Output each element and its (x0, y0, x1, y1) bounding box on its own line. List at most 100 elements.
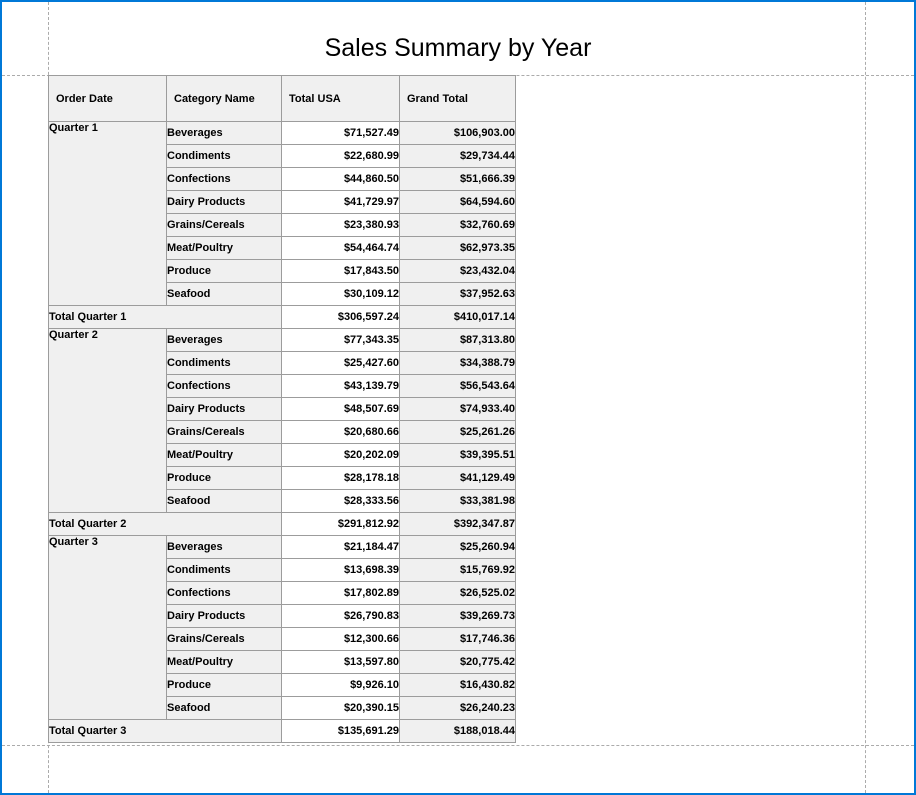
category-cell: Produce (166, 466, 282, 490)
category-cell: Confections (166, 167, 282, 191)
group-total-row: Total Quarter 1 $306,597.24 $410,017.14 (48, 305, 516, 329)
group-cell: Quarter 1 (48, 121, 167, 306)
detail-row: Grains/Cereals $20,680.66 $25,261.26 (49, 420, 516, 444)
grand-total-cell: $106,903.00 (399, 121, 516, 145)
detail-row: Confections $43,139.79 $56,543.64 (49, 374, 516, 398)
total-usa-cell: $48,507.69 (281, 397, 400, 421)
detail-row: Condiments $25,427.60 $34,388.79 (49, 351, 516, 375)
detail-row: Seafood $28,333.56 $33,381.98 (49, 489, 516, 513)
category-cell: Produce (166, 259, 282, 283)
grand-total-cell: $15,769.92 (399, 558, 516, 582)
detail-row: Quarter 3 Beverages $21,184.47 $25,260.94 (48, 535, 516, 720)
grand-total-cell: $25,261.26 (399, 420, 516, 444)
total-usa-cell: $26,790.83 (281, 604, 400, 628)
category-cell: Seafood (166, 282, 282, 306)
category-cell: Beverages (166, 535, 282, 559)
total-usa-cell: $43,139.79 (281, 374, 400, 398)
group-cell: Quarter 2 (48, 328, 167, 513)
total-usa-cell: $13,698.39 (281, 558, 400, 582)
category-cell: Beverages (166, 121, 282, 145)
total-usa-cell: $21,184.47 (281, 535, 400, 559)
grand-total-cell: $26,240.23 (399, 696, 516, 720)
detail-row: Confections $44,860.50 $51,666.39 (49, 167, 516, 191)
group-grand-total-cell: $410,017.14 (399, 305, 516, 329)
total-usa-cell: $12,300.66 (281, 627, 400, 651)
detail-row: Dairy Products $26,790.83 $39,269.73 (49, 604, 516, 628)
total-usa-cell: $54,464.74 (281, 236, 400, 260)
total-usa-cell: $20,202.09 (281, 443, 400, 467)
grand-total-cell: $41,129.49 (399, 466, 516, 490)
column-header-grand-total: Grand Total (399, 75, 516, 122)
total-usa-cell: $44,860.50 (281, 167, 400, 191)
grand-total-cell: $87,313.80 (399, 328, 516, 352)
total-usa-cell: $9,926.10 (281, 673, 400, 697)
total-usa-cell: $17,802.89 (281, 581, 400, 605)
grand-total-cell: $62,973.35 (399, 236, 516, 260)
grand-total-cell: $26,525.02 (399, 581, 516, 605)
category-cell: Meat/Poultry (166, 650, 282, 674)
report-table: Order Date Category Name Total USA Grand… (48, 75, 516, 743)
grand-total-cell: $37,952.63 (399, 282, 516, 306)
detail-row: Quarter 1 Beverages $71,527.49 $106,903.00 (48, 121, 516, 306)
grand-total-cell: $74,933.40 (399, 397, 516, 421)
total-usa-cell: $41,729.97 (281, 190, 400, 214)
column-header-category-name: Category Name (166, 75, 282, 122)
grand-total-cell: $23,432.04 (399, 259, 516, 283)
total-usa-cell: $17,843.50 (281, 259, 400, 283)
grand-total-cell: $25,260.94 (399, 535, 516, 559)
grand-total-cell: $51,666.39 (399, 167, 516, 191)
grand-total-cell: $32,760.69 (399, 213, 516, 237)
group-total-row: Total Quarter 2 $291,812.92 $392,347.87 (48, 512, 516, 536)
detail-row: Produce $28,178.18 $41,129.49 (49, 466, 516, 490)
detail-row: Seafood $20,390.15 $26,240.23 (49, 696, 516, 720)
category-cell: Grains/Cereals (166, 213, 282, 237)
category-cell: Dairy Products (166, 190, 282, 214)
group-total-row: Total Quarter 3 $135,691.29 $188,018.44 (48, 719, 516, 743)
detail-row: Quarter 2 Beverages $77,343.35 $87,313.80 (48, 328, 516, 513)
group-grand-total-cell: $392,347.87 (399, 512, 516, 536)
total-usa-cell: $30,109.12 (281, 282, 400, 306)
total-usa-cell: $13,597.80 (281, 650, 400, 674)
grand-total-cell: $16,430.82 (399, 673, 516, 697)
detail-row: Condiments $13,698.39 $15,769.92 (49, 558, 516, 582)
report-title: Sales Summary by Year (324, 34, 592, 62)
grand-total-cell: $20,775.42 (399, 650, 516, 674)
grand-total-cell: $29,734.44 (399, 144, 516, 168)
grand-total-cell: $17,746.36 (399, 627, 516, 651)
margin-guide-bottom (2, 745, 914, 746)
grand-total-cell: $64,594.60 (399, 190, 516, 214)
category-cell: Dairy Products (166, 397, 282, 421)
category-cell: Meat/Poultry (166, 236, 282, 260)
detail-row: Meat/Poultry $13,597.80 $20,775.42 (49, 650, 516, 674)
group-grand-total-cell: $188,018.44 (399, 719, 516, 743)
category-cell: Confections (166, 374, 282, 398)
total-usa-cell: $71,527.49 (281, 121, 400, 145)
grand-total-cell: $33,381.98 (399, 489, 516, 513)
category-cell: Confections (166, 581, 282, 605)
category-cell: Condiments (166, 144, 282, 168)
grand-total-cell: $56,543.64 (399, 374, 516, 398)
column-header-total-usa: Total USA (281, 75, 400, 122)
total-usa-cell: $20,680.66 (281, 420, 400, 444)
group-total-label: Total Quarter 2 (48, 512, 282, 536)
category-cell: Condiments (166, 558, 282, 582)
column-header-order-date: Order Date (48, 75, 167, 122)
total-usa-cell: $20,390.15 (281, 696, 400, 720)
category-cell: Produce (166, 673, 282, 697)
group-cell: Quarter 3 (48, 535, 167, 720)
category-cell: Grains/Cereals (166, 420, 282, 444)
detail-row: Confections $17,802.89 $26,525.02 (49, 581, 516, 605)
total-usa-cell: $28,333.56 (281, 489, 400, 513)
detail-row: Seafood $30,109.12 $37,952.63 (49, 282, 516, 306)
detail-row: Produce $9,926.10 $16,430.82 (49, 673, 516, 697)
grand-total-cell: $34,388.79 (399, 351, 516, 375)
report-table-body: Quarter 1 Beverages $71,527.49 $106,903.00 C… (48, 121, 516, 743)
category-cell: Beverages (166, 328, 282, 352)
detail-row: Dairy Products $48,507.69 $74,933.40 (49, 397, 516, 421)
detail-row: Dairy Products $41,729.97 $64,594.60 (49, 190, 516, 214)
category-cell: Seafood (166, 696, 282, 720)
category-cell: Dairy Products (166, 604, 282, 628)
detail-row: Condiments $22,680.99 $29,734.44 (49, 144, 516, 168)
total-usa-cell: $23,380.93 (281, 213, 400, 237)
